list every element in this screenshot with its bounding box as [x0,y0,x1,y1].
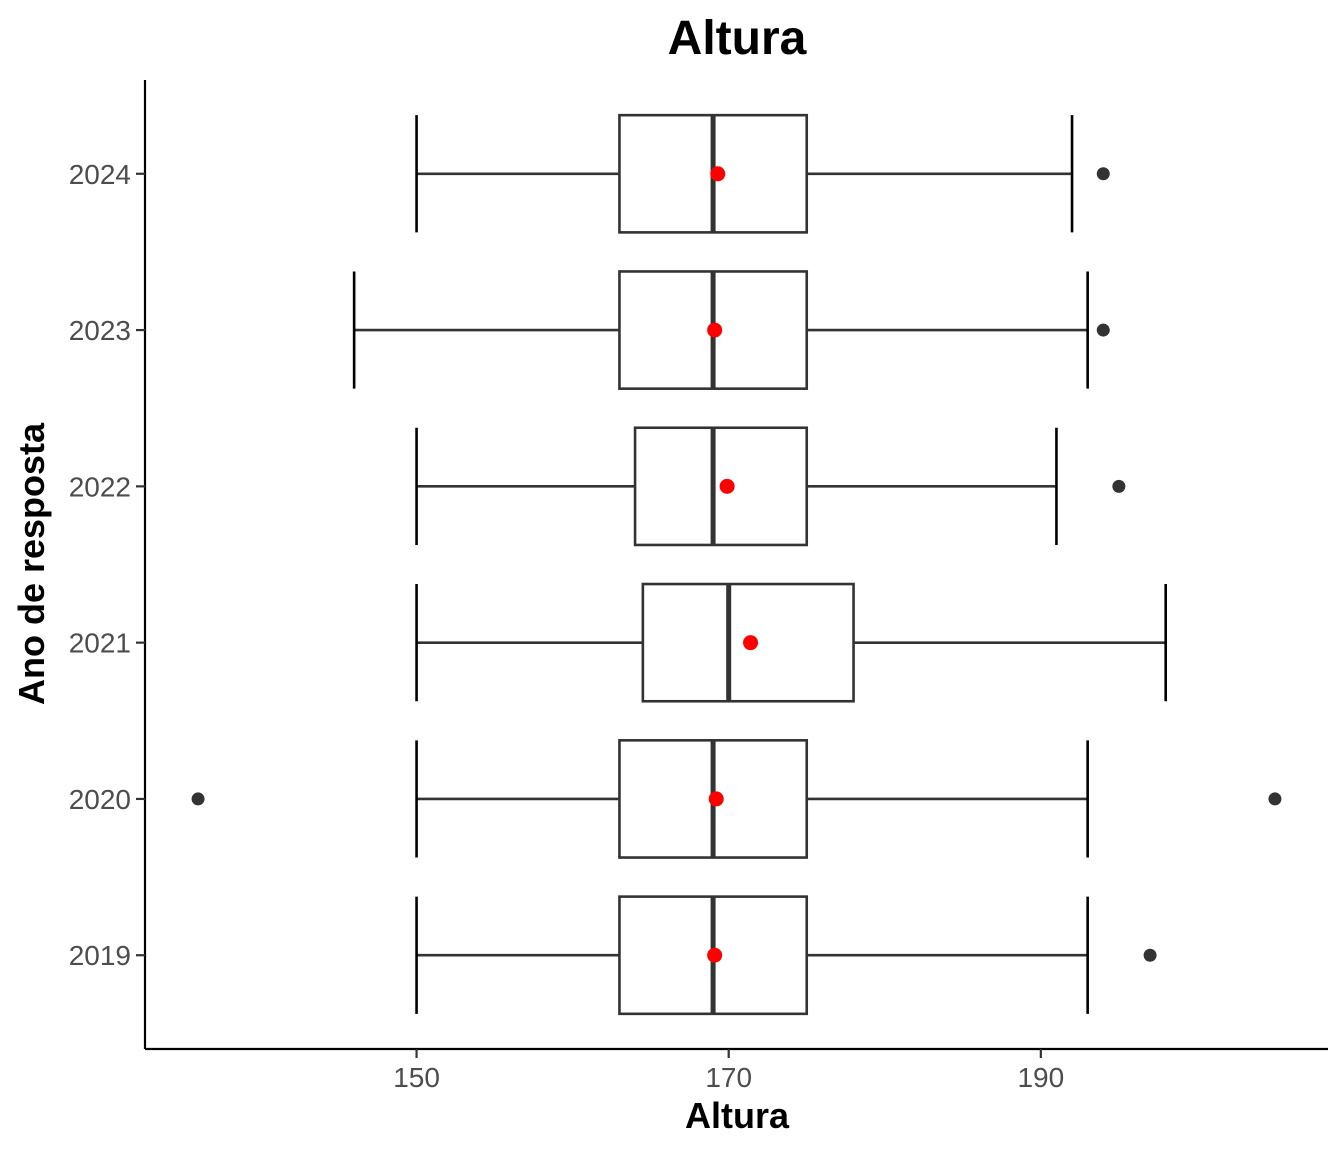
outlier-point-2020-0 [191,792,205,806]
y-axis-title: Ano de resposta [11,422,52,705]
outlier-point-2019-0 [1143,948,1157,962]
x-tick-label-190: 190 [1017,1062,1064,1093]
y-tick-label-2023: 2023 [69,315,131,346]
mean-point-2022 [719,478,735,494]
outlier-point-2022-0 [1112,479,1126,493]
mean-point-2023 [707,322,723,338]
box-group-2020 [191,739,1282,859]
outlier-point-2023-0 [1096,323,1110,337]
y-tick-label-2020: 2020 [69,784,131,815]
outlier-point-2024-0 [1096,167,1110,181]
y-tick-label-2019: 2019 [69,940,131,971]
mean-point-2019 [707,947,723,963]
y-tick-label-2024: 2024 [69,159,131,190]
box-group-2019 [415,895,1157,1016]
box-group-2024 [415,113,1110,234]
mean-point-2021 [743,635,759,651]
y-tick-label-2021: 2021 [69,628,131,659]
outlier-point-2020-1 [1268,792,1282,806]
box-group-2023 [352,270,1110,390]
x-tick-label-150: 150 [393,1062,440,1093]
mean-point-2024 [710,166,726,182]
box-group-2021 [415,582,1167,703]
mean-point-2020 [708,791,724,807]
chart-title: Altura [668,12,807,65]
box-group-2022 [415,426,1126,547]
x-axis-ticks: 150 170 190 [393,1049,1064,1093]
plot-area [191,113,1282,1016]
y-axis-ticks: 2024 2023 2022 2021 2020 2019 [69,159,145,971]
x-tick-label-170: 170 [705,1062,752,1093]
x-axis-title: Altura [685,1095,790,1136]
y-tick-label-2022: 2022 [69,471,131,502]
